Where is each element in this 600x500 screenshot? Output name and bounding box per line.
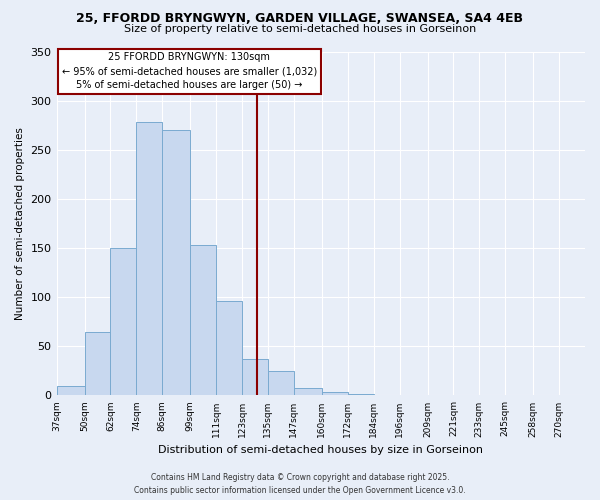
Bar — [322, 392, 348, 396]
Bar — [85, 332, 110, 396]
Text: Contains HM Land Registry data © Crown copyright and database right 2025.
Contai: Contains HM Land Registry data © Crown c… — [134, 474, 466, 495]
Bar — [348, 394, 374, 396]
Bar — [242, 359, 268, 396]
Bar — [162, 130, 190, 396]
Text: 25 FFORDD BRYNGWYN: 130sqm
← 95% of semi-detached houses are smaller (1,032)
5% : 25 FFORDD BRYNGWYN: 130sqm ← 95% of semi… — [62, 52, 317, 90]
Text: Size of property relative to semi-detached houses in Gorseinon: Size of property relative to semi-detach… — [124, 24, 476, 34]
Bar — [190, 245, 216, 396]
Bar — [294, 388, 322, 396]
Bar — [56, 386, 85, 396]
Bar — [216, 301, 242, 396]
Y-axis label: Number of semi-detached properties: Number of semi-detached properties — [15, 127, 25, 320]
Bar — [110, 248, 136, 396]
Text: 25, FFORDD BRYNGWYN, GARDEN VILLAGE, SWANSEA, SA4 4EB: 25, FFORDD BRYNGWYN, GARDEN VILLAGE, SWA… — [77, 12, 523, 26]
X-axis label: Distribution of semi-detached houses by size in Gorseinon: Distribution of semi-detached houses by … — [158, 445, 483, 455]
Bar — [136, 122, 162, 396]
Bar — [268, 371, 294, 396]
